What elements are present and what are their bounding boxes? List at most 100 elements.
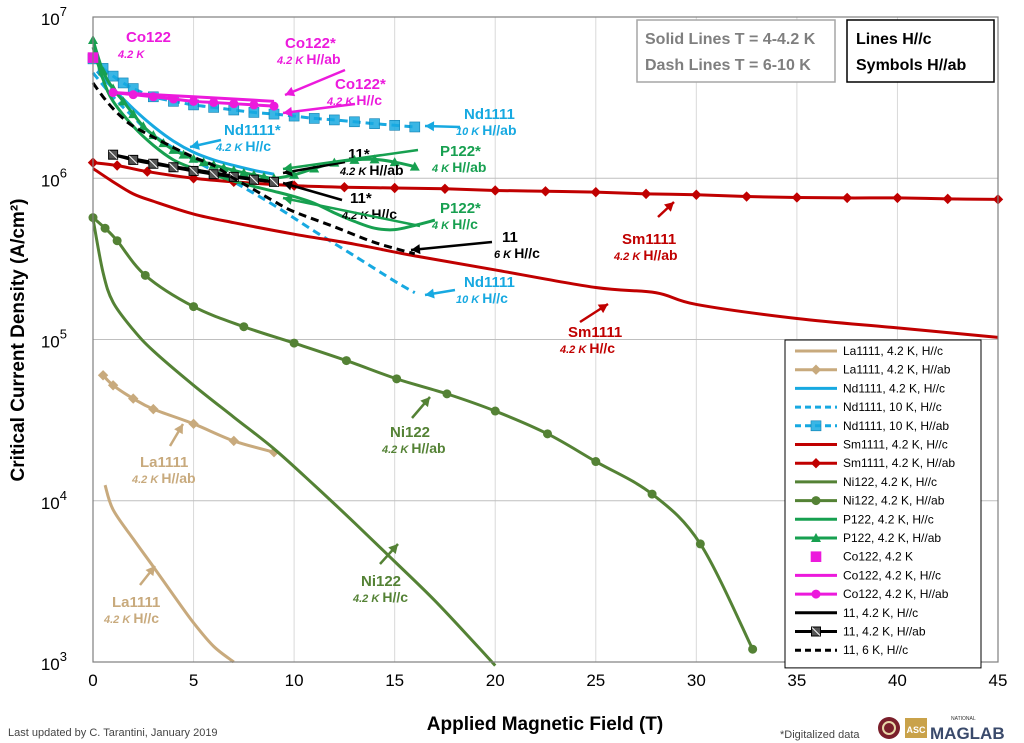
legend-item: Sm1111, 4.2 K, H//ab bbox=[795, 456, 955, 470]
marker-cross bbox=[209, 169, 219, 179]
data-point bbox=[189, 96, 199, 106]
legend-marker bbox=[810, 551, 822, 563]
marker-cross bbox=[148, 159, 158, 169]
data-point bbox=[308, 113, 320, 124]
annotation-label: P122* bbox=[440, 200, 481, 217]
data-point bbox=[188, 173, 199, 184]
x-tick-label: 20 bbox=[486, 671, 505, 690]
data-point bbox=[97, 370, 109, 381]
annotation-sub: 10 K H//ab bbox=[456, 122, 517, 138]
marker-cross bbox=[189, 166, 198, 176]
y-ticks: 107 106 105 104 103 bbox=[41, 4, 67, 674]
legend-label: 11, 6 K, H//c bbox=[843, 643, 908, 657]
arrow-head-icon bbox=[420, 397, 430, 408]
fsu-seal-icon bbox=[878, 717, 900, 739]
arrow-head-icon bbox=[145, 566, 155, 577]
data-point bbox=[107, 380, 119, 391]
x-tick-label: 45 bbox=[989, 671, 1008, 690]
data-point bbox=[389, 157, 400, 167]
marker-cross bbox=[269, 177, 279, 187]
data-point bbox=[892, 192, 903, 204]
legend-marker bbox=[810, 457, 822, 469]
data-point bbox=[590, 186, 601, 198]
arrow-head-icon bbox=[285, 86, 296, 97]
annotation-sub: 4.2 K H//c bbox=[103, 610, 159, 626]
arrow-head-icon bbox=[283, 180, 294, 191]
legend-marker bbox=[810, 420, 822, 432]
annotation-label: Nd1111* bbox=[224, 122, 281, 139]
x-tick-label: 30 bbox=[687, 671, 706, 690]
legend-label: P122, 4.2 K, H//ab bbox=[843, 531, 941, 545]
annotation-label: P122* bbox=[440, 143, 481, 160]
orientation-line-1: Lines H//c bbox=[856, 31, 932, 48]
data-point bbox=[148, 92, 158, 102]
annotation-label: La1111 bbox=[112, 594, 160, 611]
arrow-head-icon bbox=[174, 424, 183, 435]
data-point bbox=[138, 121, 149, 131]
annotation-label: Ni122 bbox=[361, 573, 401, 590]
annotation-label: La1111 bbox=[140, 454, 188, 471]
annotation-8: P122*4 K H//c bbox=[282, 194, 481, 232]
annotation-6: P122*4 K H//ab bbox=[282, 143, 486, 175]
y-axis-title: Critical Current Density (A/cm²) bbox=[8, 199, 29, 482]
data-point bbox=[198, 157, 209, 167]
data-point bbox=[339, 181, 350, 193]
arrow-head-icon bbox=[283, 194, 293, 205]
annotation-label: Co122* bbox=[285, 35, 336, 52]
data-point bbox=[543, 429, 553, 439]
orientation-box: Lines H//c Symbols H//ab bbox=[846, 19, 995, 83]
legend-label: 11, 4.2 K, H//c bbox=[843, 606, 918, 620]
legend-item: Ni122, 4.2 K, H//c bbox=[795, 475, 937, 489]
annotation-arrow bbox=[284, 68, 346, 97]
data-point bbox=[269, 101, 279, 111]
maglab-text: MAGLAB bbox=[930, 724, 1005, 743]
annotation-label: Sm1111 bbox=[568, 324, 622, 341]
data-point bbox=[128, 393, 139, 404]
x-ticks: 0 5 10 15 20 25 30 35 40 45 bbox=[88, 671, 1007, 690]
marker-cross bbox=[108, 150, 118, 160]
x-tick-label: 10 bbox=[285, 671, 304, 690]
data-point bbox=[748, 644, 758, 654]
data-point bbox=[369, 154, 380, 164]
annotation-sub: 4.2 K H//c bbox=[215, 138, 271, 154]
marker-cross bbox=[811, 627, 821, 636]
legend-item: La1111, 4.2 K, H//ab bbox=[795, 363, 951, 377]
x-tick-label: 35 bbox=[787, 671, 806, 690]
annotation-sub: 4.2 K H//ab bbox=[613, 247, 678, 263]
annotation-sub: 4 K H//c bbox=[431, 216, 478, 232]
data-point bbox=[289, 338, 299, 348]
series-6 bbox=[87, 157, 1004, 205]
legend-item: Co122, 4.2 K, H//c bbox=[795, 568, 941, 582]
legend-item: 11, 4.2 K, H//ab bbox=[795, 625, 926, 639]
legend-label: La1111, 4.2 K, H//ab bbox=[843, 363, 951, 377]
legend-label: Ni122, 4.2 K, H//c bbox=[843, 475, 937, 489]
data-point bbox=[369, 118, 380, 129]
annotation-4: Nd1111*4.2 K H//c bbox=[189, 122, 281, 154]
data-point bbox=[389, 119, 400, 131]
data-point bbox=[695, 539, 705, 549]
annotation-sub: 4.2 K H//c bbox=[326, 92, 382, 108]
legend-label: Co122, 4.2 K, H//c bbox=[843, 568, 941, 582]
legend-label: 11, 4.2 K, H//ab bbox=[843, 625, 926, 639]
arrow-head-icon bbox=[664, 202, 674, 212]
data-point bbox=[942, 193, 953, 205]
x-axis-title: Applied Magnetic Field (T) bbox=[427, 714, 663, 735]
x-tick-label: 0 bbox=[88, 671, 97, 690]
data-point bbox=[142, 166, 153, 177]
x-tick-label: 25 bbox=[586, 671, 605, 690]
data-point bbox=[640, 188, 652, 200]
annotation-label: Nd1111 bbox=[464, 106, 515, 123]
series-0 bbox=[103, 484, 235, 664]
maglab-national-text: NATIONAL bbox=[951, 716, 976, 722]
annotation-0: Co122 4.2 K bbox=[117, 29, 171, 61]
data-point bbox=[128, 90, 138, 100]
data-point bbox=[107, 70, 119, 82]
legend-label: Co122, 4.2 K, H//ab bbox=[843, 587, 949, 601]
